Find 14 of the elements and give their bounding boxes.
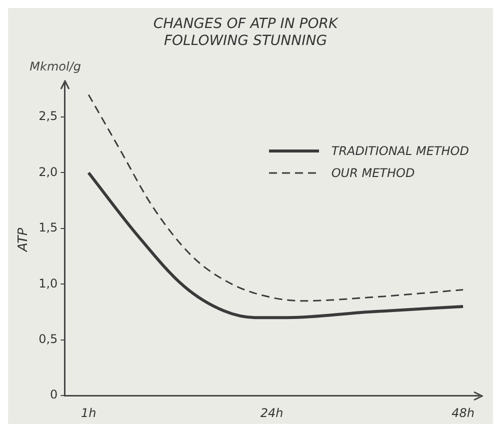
y-tick-label: 1,0 <box>38 276 58 290</box>
legend-label: OUR METHOD <box>331 166 415 180</box>
chart-title: CHANGES OF ATP IN PORK FOLLOWING STUNNING <box>153 16 340 49</box>
x-tick-label: 1h <box>80 406 96 420</box>
y-tick-label: 2,5 <box>38 109 58 124</box>
y-tick-label: 0,5 <box>38 332 58 346</box>
y-axis-title: ATP <box>16 228 32 252</box>
y-tick-label: 2,0 <box>38 164 58 179</box>
legend-label: TRADITIONAL METHOD <box>331 144 469 158</box>
x-tick-label: 24h <box>260 406 284 420</box>
text: Mkmol/g <box>30 60 82 74</box>
y-tick-label: 0 <box>50 388 58 402</box>
y-tick-label: 1,5 <box>38 220 58 235</box>
x-tick-label: 48h <box>452 406 474 420</box>
